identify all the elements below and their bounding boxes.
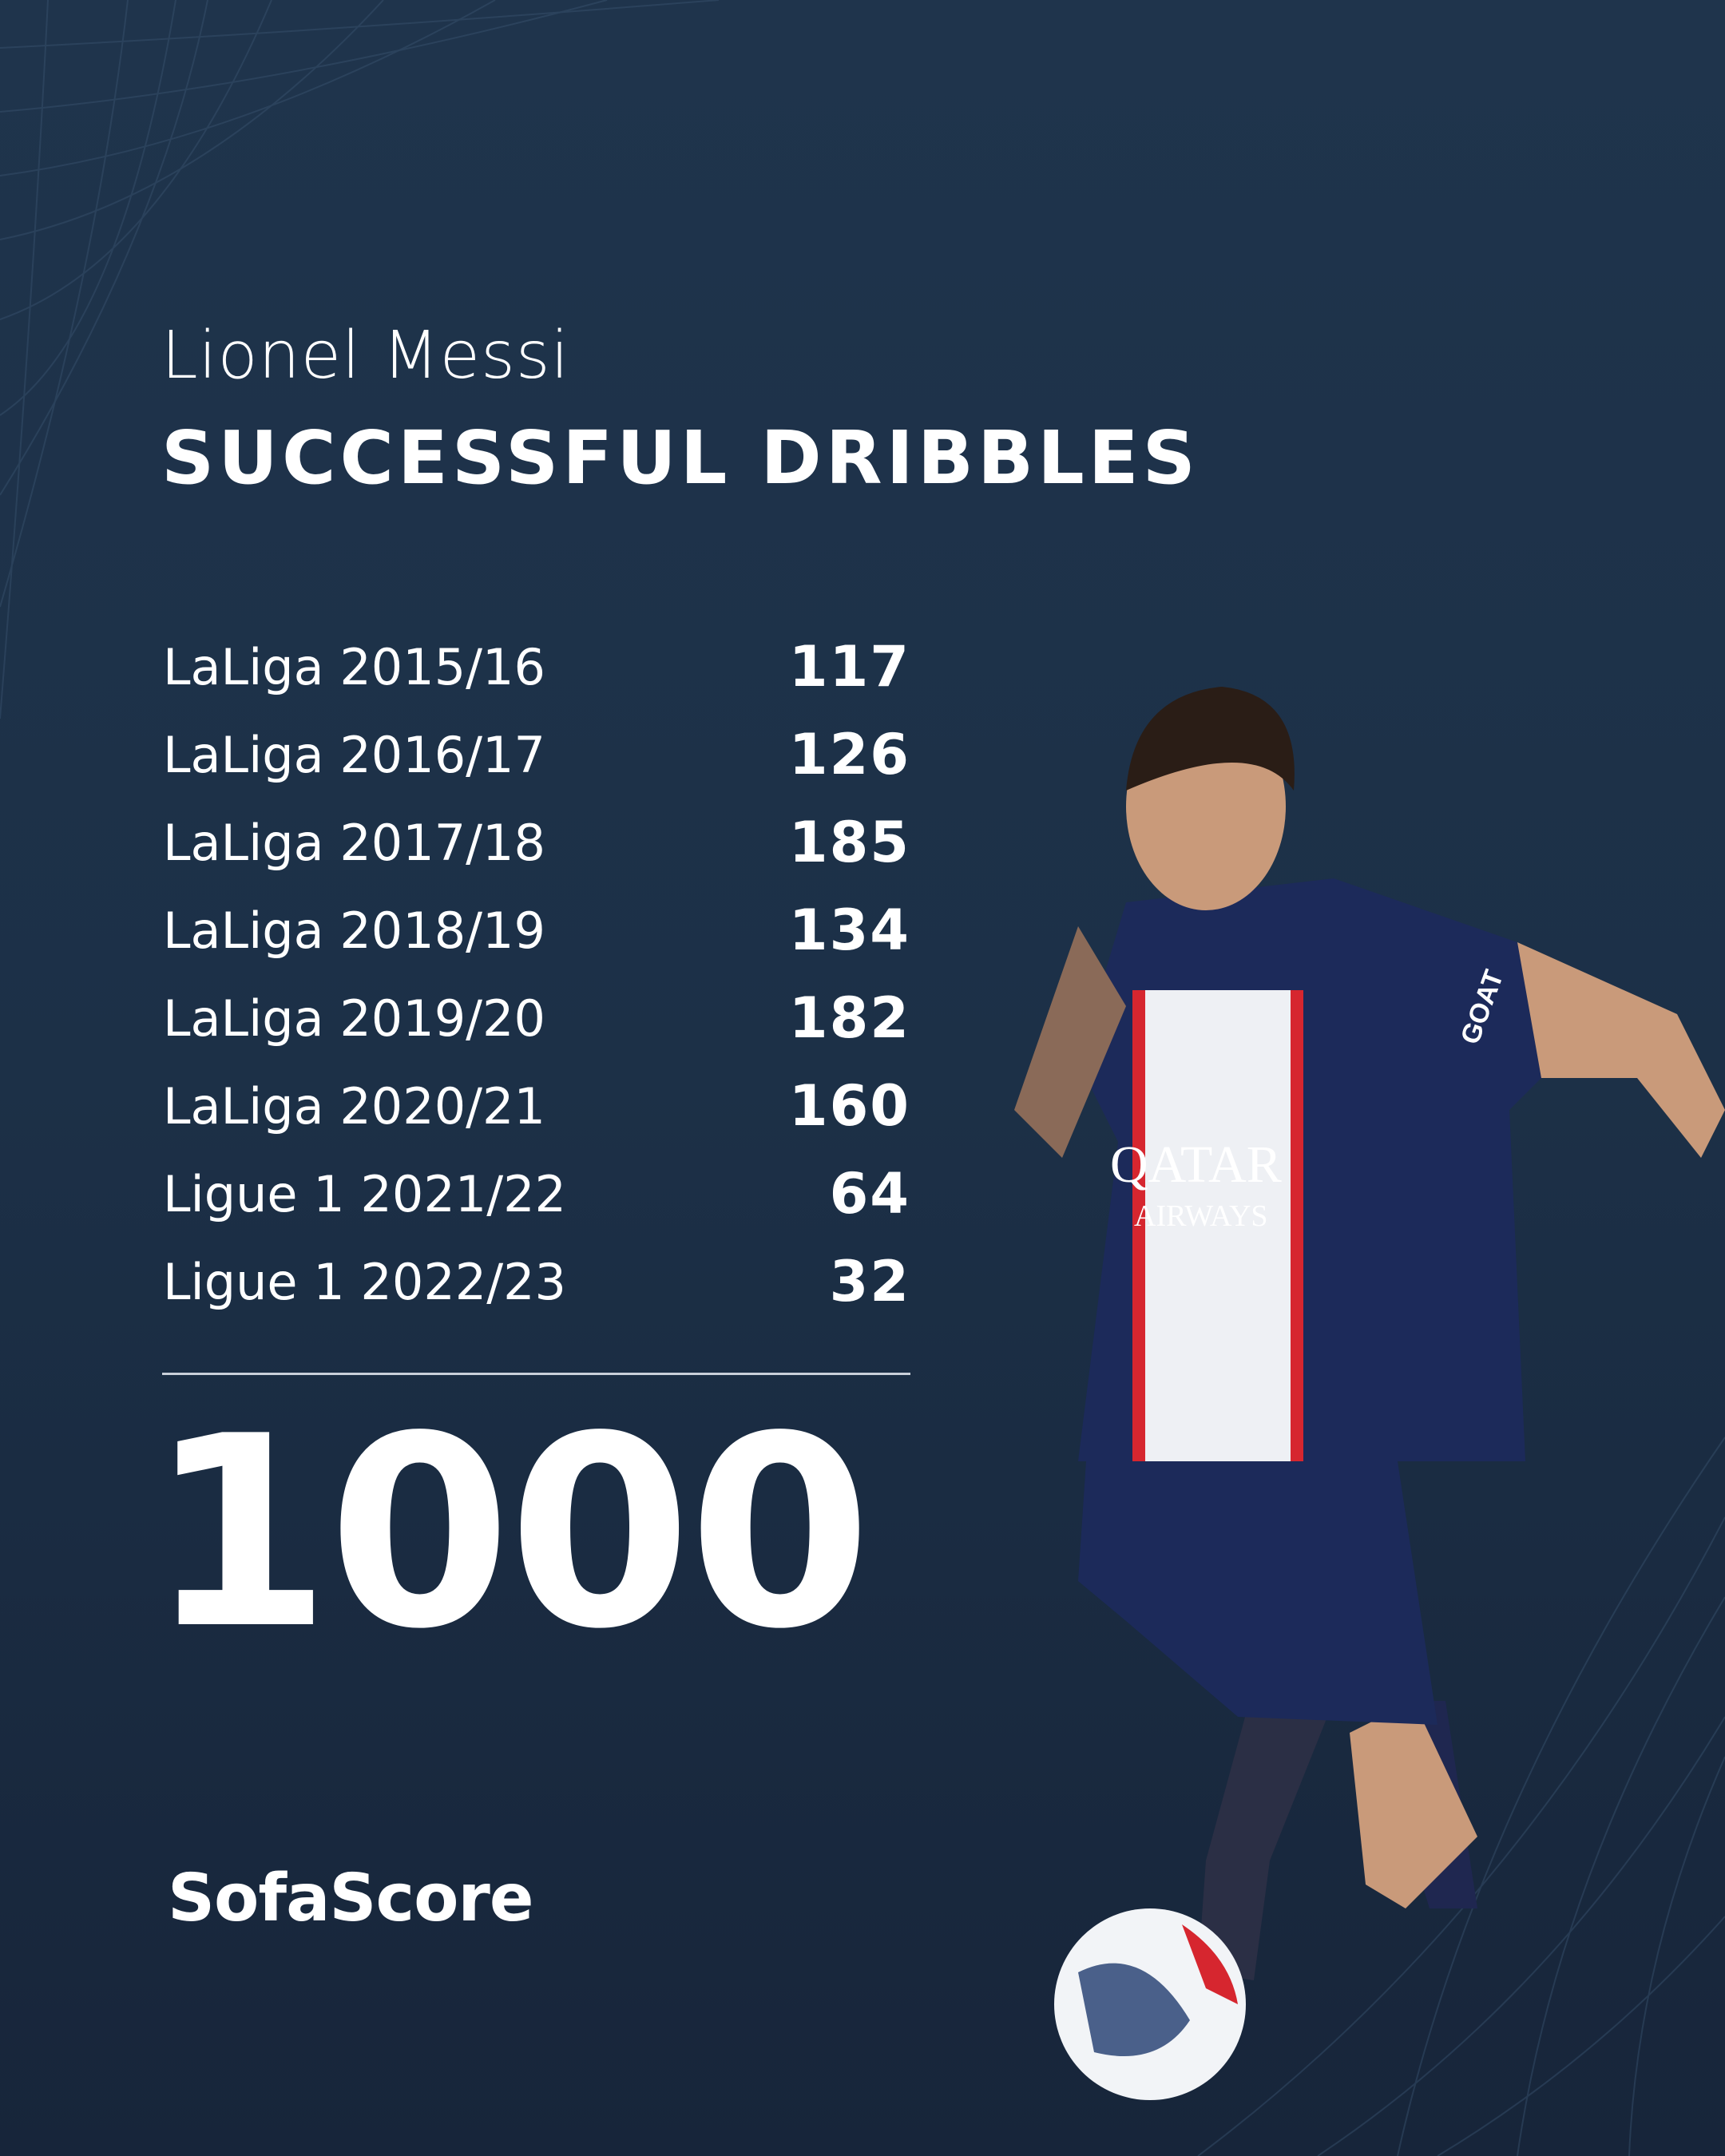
season-row: Ligue 1 2022/23 32 xyxy=(163,1238,910,1326)
jersey-sponsor: QATAR xyxy=(1110,1135,1282,1194)
season-row: LaLiga 2017/18 185 xyxy=(163,799,910,886)
season-label: LaLiga 2019/20 xyxy=(163,989,545,1048)
player-knee xyxy=(1350,1701,1477,1908)
jersey-white-stripe xyxy=(1142,990,1294,1461)
player-arm xyxy=(1014,926,1126,1158)
season-label: Ligue 1 2022/23 xyxy=(163,1252,566,1311)
season-label: LaLiga 2018/19 xyxy=(163,901,545,960)
player-shorts xyxy=(1078,1461,1438,1725)
player-arm xyxy=(1517,942,1725,1158)
season-value: 126 xyxy=(788,722,910,787)
season-value: 32 xyxy=(829,1249,910,1314)
total-dribbles: 1000 xyxy=(148,1380,871,1686)
season-value: 117 xyxy=(788,634,910,700)
football-panel xyxy=(1078,1963,1190,2056)
season-value: 134 xyxy=(788,898,910,963)
player-leg xyxy=(1198,1685,1334,1980)
season-row: LaLiga 2015/16 117 xyxy=(163,623,910,711)
jersey-sponsor-sub: AIRWAYS xyxy=(1134,1199,1268,1233)
stat-title: SUCCESSFUL DRIBBLES xyxy=(161,415,1200,501)
season-label: Ligue 1 2021/22 xyxy=(163,1164,566,1223)
season-label: LaLiga 2016/17 xyxy=(163,725,545,784)
season-row: LaLiga 2016/17 126 xyxy=(163,711,910,799)
season-value: 64 xyxy=(829,1161,910,1227)
season-value: 160 xyxy=(788,1073,910,1139)
season-row: LaLiga 2020/21 160 xyxy=(163,1062,910,1150)
season-label: LaLiga 2017/18 xyxy=(163,813,545,872)
jersey-red-stripe xyxy=(1132,990,1145,1461)
player-hair xyxy=(1126,687,1295,791)
divider xyxy=(162,1373,910,1375)
season-row: Ligue 1 2021/22 64 xyxy=(163,1150,910,1238)
player-photo: QATAR AIRWAYS GOAT xyxy=(1014,687,1725,2100)
sofascore-logo: SofaScore xyxy=(168,1861,533,1936)
season-value: 182 xyxy=(788,985,910,1051)
season-row: LaLiga 2019/20 182 xyxy=(163,974,910,1062)
football-panel xyxy=(1182,1924,1238,2004)
player-name: Lionel Messi xyxy=(161,318,570,394)
season-label: LaLiga 2015/16 xyxy=(163,637,545,696)
season-row: LaLiga 2018/19 134 xyxy=(163,886,910,974)
season-list: LaLiga 2015/16 117 LaLiga 2016/17 126 LaLi… xyxy=(163,623,910,1326)
jersey-red-stripe xyxy=(1291,990,1303,1461)
season-label: LaLiga 2020/21 xyxy=(163,1076,545,1135)
season-value: 185 xyxy=(788,810,910,875)
